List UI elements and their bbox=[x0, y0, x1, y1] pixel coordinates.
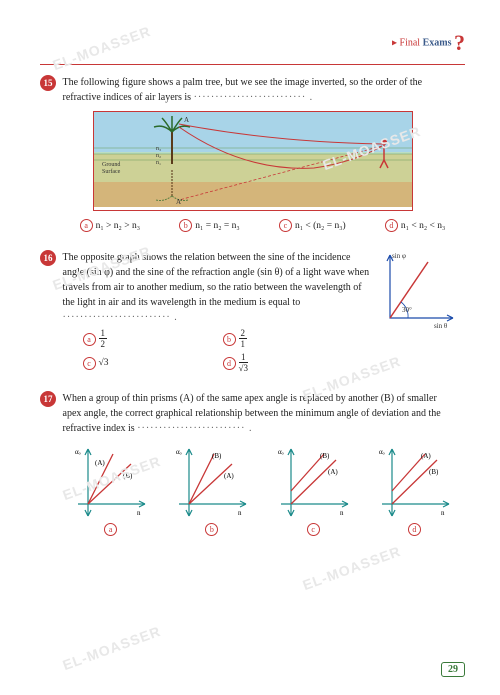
svg-text:αₒ: αₒ bbox=[176, 448, 182, 456]
svg-text:sin θ: sin θ bbox=[434, 322, 448, 330]
svg-text:(A): (A) bbox=[421, 452, 431, 460]
svg-text:n₁: n₁ bbox=[156, 160, 161, 166]
svg-text:(B): (B) bbox=[429, 468, 439, 476]
q17-opt-b[interactable]: b bbox=[174, 523, 249, 536]
svg-text:(B): (B) bbox=[320, 452, 330, 460]
q15-dots: ·························· . bbox=[194, 92, 314, 103]
q15-opt-d-text: n₁ < n₂ < n₃ bbox=[401, 221, 445, 231]
q17-graphs: αₒ n (A) (B) a αₒ n (B) (A) b bbox=[40, 446, 465, 536]
svg-text:(A): (A) bbox=[95, 459, 105, 467]
watermark: EL-MOASSER bbox=[60, 623, 163, 673]
q15-figure: n₃ n₂ n₁ Ground Surface A A' bbox=[93, 111, 413, 211]
q17-graph-c: αₒ n (B) (A) c bbox=[276, 446, 351, 536]
header-exams: Exams bbox=[423, 37, 452, 48]
svg-text:n: n bbox=[340, 509, 344, 517]
svg-text:30°: 30° bbox=[402, 306, 412, 314]
svg-text:αₒ: αₒ bbox=[379, 448, 385, 456]
svg-text:n: n bbox=[137, 509, 141, 517]
svg-text:A': A' bbox=[176, 198, 182, 206]
q17-graph-a: αₒ n (A) (B) a bbox=[73, 446, 148, 536]
svg-text:(B): (B) bbox=[212, 452, 222, 460]
q16-number: 16 bbox=[40, 250, 56, 266]
svg-text:Surface: Surface bbox=[102, 168, 121, 175]
page-header: ▸ Final Exams ? bbox=[40, 30, 465, 56]
q15-opt-a-text: n₁ > n₂ > n₃ bbox=[96, 221, 140, 231]
question-17: 17 When a group of thin prisms (A) of th… bbox=[40, 391, 465, 536]
q16-options: a12 b21 c√3 d1√3 bbox=[63, 329, 370, 373]
q15-opt-c-text: n₁ < (n₂ = n₃) bbox=[295, 221, 346, 231]
q15-opt-a[interactable]: an₁ > n₂ > n₃ bbox=[80, 219, 140, 232]
q17-opt-a[interactable]: a bbox=[73, 523, 148, 536]
svg-text:n₂: n₂ bbox=[156, 153, 161, 159]
question-15: 15 The following figure shows a palm tre… bbox=[40, 75, 465, 232]
svg-text:(A): (A) bbox=[328, 468, 338, 476]
svg-text:A: A bbox=[184, 116, 189, 124]
svg-text:sin φ: sin φ bbox=[392, 252, 406, 260]
q16-opt-d[interactable]: d1√3 bbox=[223, 353, 343, 373]
header-rule bbox=[40, 64, 465, 65]
q16-graph: 30° sin φ sin θ bbox=[378, 250, 458, 330]
q15-options: an₁ > n₂ > n₃ bn₁ = n₂ = n₃ cn₁ < (n₂ = … bbox=[40, 219, 465, 232]
q16-opt-c[interactable]: c√3 bbox=[83, 353, 203, 373]
svg-text:αₒ: αₒ bbox=[278, 448, 284, 456]
q15-opt-d[interactable]: dn₁ < n₂ < n₃ bbox=[385, 219, 445, 232]
header-triangle: ▸ bbox=[392, 37, 397, 48]
watermark: EL-MOASSER bbox=[300, 543, 403, 593]
q17-text: When a group of thin prisms (A) of the s… bbox=[63, 391, 458, 436]
svg-text:Ground: Ground bbox=[102, 162, 120, 168]
svg-text:n: n bbox=[441, 509, 445, 517]
q15-opt-b[interactable]: bn₁ = n₂ = n₃ bbox=[179, 219, 239, 232]
svg-text:n: n bbox=[238, 509, 242, 517]
q17-graph-d: αₒ n (A) (B) d bbox=[377, 446, 452, 536]
q16-opt-a[interactable]: a12 bbox=[83, 329, 203, 349]
q16-text: The opposite graph shows the relation be… bbox=[63, 250, 370, 373]
q15-number: 15 bbox=[40, 75, 56, 91]
q17-number: 17 bbox=[40, 391, 56, 407]
q17-dots: ························· . bbox=[137, 423, 252, 434]
q17-opt-d[interactable]: d bbox=[377, 523, 452, 536]
q15-opt-c[interactable]: cn₁ < (n₂ = n₃) bbox=[279, 219, 346, 232]
q16-dots: ························· . bbox=[63, 312, 178, 323]
svg-text:(A): (A) bbox=[224, 472, 234, 480]
svg-text:αₒ: αₒ bbox=[75, 448, 81, 456]
svg-text:(B): (B) bbox=[123, 472, 133, 480]
header-qmark-icon: ? bbox=[454, 30, 465, 55]
q15-text: The following figure shows a palm tree, … bbox=[63, 75, 458, 105]
q17-graph-b: αₒ n (B) (A) b bbox=[174, 446, 249, 536]
header-final: Final bbox=[400, 37, 421, 48]
q15-opt-b-text: n₁ = n₂ = n₃ bbox=[195, 221, 239, 231]
q16-text-body: The opposite graph shows the relation be… bbox=[63, 252, 370, 308]
svg-text:n₃: n₃ bbox=[156, 146, 161, 152]
q17-opt-c[interactable]: c bbox=[276, 523, 351, 536]
question-16: 16 The opposite graph shows the relation… bbox=[40, 250, 465, 373]
page-number: 29 bbox=[441, 662, 465, 677]
q16-opt-b[interactable]: b21 bbox=[223, 329, 343, 349]
